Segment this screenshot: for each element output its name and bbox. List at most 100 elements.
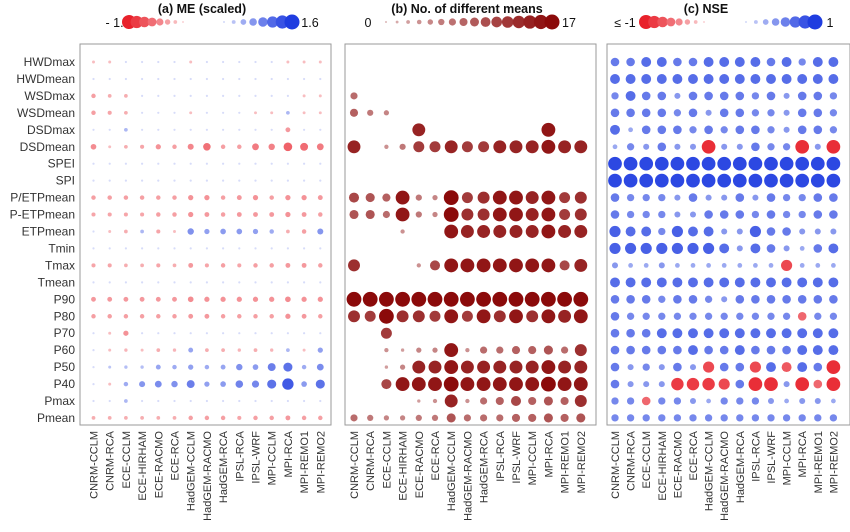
bubble [496, 346, 504, 354]
bubble [444, 140, 458, 154]
bubble [736, 312, 744, 320]
bubble [749, 361, 761, 373]
bubble [317, 195, 323, 201]
bubble [204, 415, 210, 421]
bubble [626, 312, 635, 320]
bubble [735, 210, 745, 219]
bubble [610, 210, 620, 219]
bubble [766, 91, 776, 101]
row-label: DSDmax [27, 123, 75, 137]
bubble [251, 380, 260, 388]
bubble [732, 156, 747, 171]
bubble [237, 263, 242, 268]
bubble [443, 190, 459, 206]
bubble [732, 173, 747, 188]
bubble [92, 332, 95, 335]
bubble [286, 281, 289, 284]
bubble [826, 377, 841, 391]
column-label: HadGEM-RCA [735, 430, 747, 503]
legend-swatch [684, 19, 691, 25]
bubble [460, 258, 475, 273]
bubble [238, 94, 241, 97]
legend-c-max-label: 1 [827, 16, 834, 30]
bubble [541, 207, 556, 222]
bubble [764, 377, 778, 391]
bubble [673, 125, 682, 135]
bubble [721, 194, 728, 201]
bubble [108, 162, 111, 165]
row-label: SPEI [48, 157, 75, 171]
bubble [301, 296, 307, 302]
bubble [254, 162, 257, 165]
bubble [626, 57, 635, 67]
bubble [476, 309, 491, 324]
bubble [157, 77, 160, 81]
bubble [270, 332, 273, 335]
bubble [173, 111, 176, 114]
column-label: ECE-HIRHAM [137, 431, 149, 501]
legends [122, 14, 823, 30]
row-label: P-ETPmean [10, 208, 75, 222]
bubble [658, 312, 666, 320]
bubble [688, 226, 698, 237]
bubble [460, 291, 475, 307]
bubble [222, 332, 225, 335]
bubble [316, 143, 324, 151]
bubble [348, 192, 360, 203]
bubble [188, 194, 194, 201]
bubble [477, 208, 490, 221]
bubble [657, 142, 667, 152]
bubble [784, 398, 789, 404]
bubble [642, 414, 650, 422]
bubble [188, 415, 193, 421]
row-label: HWDmean [16, 72, 75, 86]
bubble [496, 414, 504, 422]
bubble [172, 296, 177, 302]
bubble [626, 345, 635, 355]
bubble [318, 94, 322, 98]
bubble [383, 415, 390, 421]
bubble [561, 346, 569, 354]
bubble [220, 212, 226, 217]
bubble [157, 162, 160, 165]
bubble [812, 277, 823, 288]
bubble [734, 328, 745, 339]
bubble [286, 94, 289, 97]
bubble [813, 362, 823, 372]
bubble [124, 162, 127, 165]
bubble [416, 347, 422, 353]
bubble [779, 173, 794, 188]
bubble [346, 291, 362, 307]
bubble [687, 242, 699, 254]
bubble [781, 259, 793, 271]
legend-swatch [249, 18, 257, 26]
bubble [270, 128, 273, 131]
bubble [172, 314, 177, 319]
bubble [220, 296, 226, 302]
bubble [558, 140, 572, 154]
bubble [107, 314, 112, 319]
bubble [156, 348, 161, 352]
bubble [254, 128, 257, 131]
column-label: MPI-CCLM [782, 431, 794, 485]
bubble [156, 195, 161, 200]
bubble [782, 227, 791, 236]
bubble [783, 92, 790, 99]
bubble [252, 143, 259, 151]
column-label: IPSL-RCA [234, 430, 246, 481]
bubble [783, 245, 790, 252]
legend-swatch [182, 21, 184, 23]
bubble [643, 263, 649, 268]
bubble [735, 91, 745, 101]
bubble [124, 60, 127, 64]
bubble [236, 228, 243, 235]
bubble [656, 277, 667, 288]
column-label: ECE-RCA [170, 430, 182, 480]
row-label: P60 [54, 343, 76, 357]
bubble [427, 291, 443, 307]
bubble [139, 296, 145, 302]
bubble [319, 179, 322, 182]
bubble [269, 314, 274, 319]
bubble [688, 328, 698, 339]
